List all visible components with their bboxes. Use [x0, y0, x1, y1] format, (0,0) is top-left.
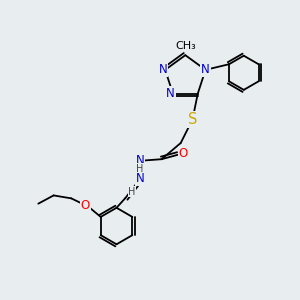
Text: N: N [136, 172, 145, 185]
Text: N: N [166, 87, 175, 100]
Text: CH₃: CH₃ [175, 41, 196, 51]
Text: N: N [158, 63, 167, 76]
Text: S: S [188, 112, 197, 127]
Text: N: N [201, 63, 210, 76]
Text: H: H [136, 164, 144, 174]
Text: H: H [128, 187, 136, 196]
Text: N: N [136, 154, 145, 167]
Text: O: O [81, 199, 90, 212]
Text: O: O [178, 147, 188, 160]
